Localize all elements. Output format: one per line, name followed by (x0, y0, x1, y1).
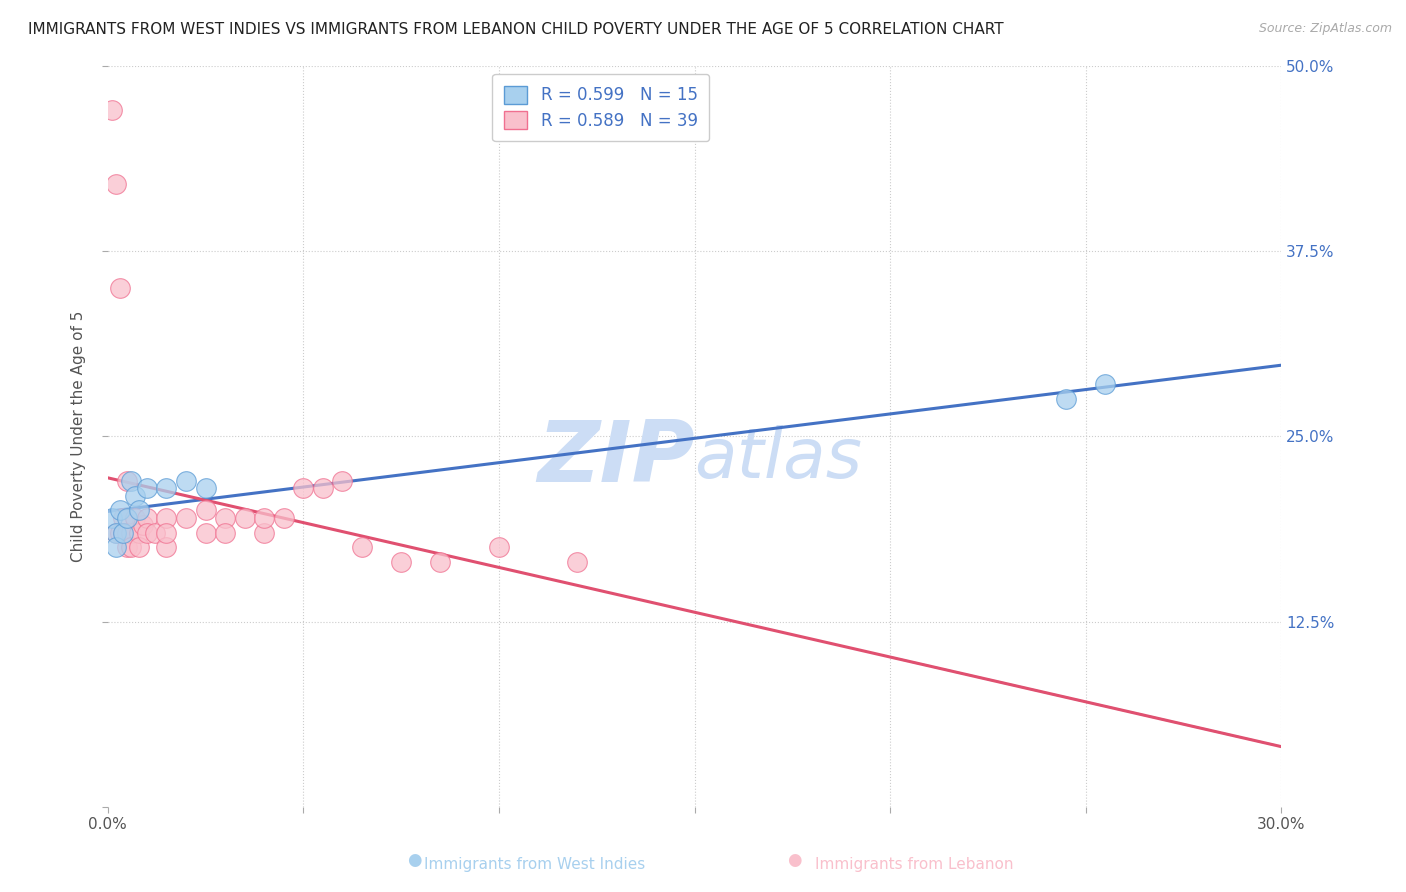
Text: Immigrants from Lebanon: Immigrants from Lebanon (814, 857, 1014, 872)
Point (273, 511, 295, 525)
Point (100, 103, 122, 117)
Point (120, 541, 142, 555)
Text: IMMIGRANTS FROM WEST INDIES VS IMMIGRANTS FROM LEBANON CHILD POVERTY UNDER THE A: IMMIGRANTS FROM WEST INDIES VS IMMIGRANT… (28, 22, 1004, 37)
Point (104, 541, 127, 555)
Point (174, 511, 197, 525)
Point (124, 489, 146, 503)
Point (117, 541, 139, 555)
Text: ●: ● (408, 851, 422, 869)
Point (488, 541, 510, 555)
Point (292, 481, 315, 495)
Point (135, 511, 157, 525)
Point (112, 511, 135, 525)
Point (143, 525, 166, 540)
Point (112, 525, 135, 540)
Point (429, 555, 451, 569)
Text: Immigrants from West Indies: Immigrants from West Indies (423, 857, 645, 872)
Point (1094, 377, 1116, 392)
Point (312, 481, 335, 495)
Point (352, 541, 374, 555)
Point (155, 481, 177, 495)
Point (120, 525, 142, 540)
Point (194, 503, 217, 517)
Point (253, 525, 276, 540)
Point (117, 474, 139, 488)
Point (155, 541, 177, 555)
Point (1054, 392, 1077, 407)
Point (108, 503, 131, 517)
Point (233, 511, 256, 525)
Point (104, 525, 127, 540)
Y-axis label: Child Poverty Under the Age of 5: Child Poverty Under the Age of 5 (72, 310, 86, 562)
Point (112, 525, 135, 540)
Point (194, 525, 217, 540)
Text: ZIP: ZIP (537, 417, 695, 500)
Text: Source: ZipAtlas.com: Source: ZipAtlas.com (1258, 22, 1392, 36)
Point (100, 511, 122, 525)
Text: atlas: atlas (695, 425, 863, 492)
Point (108, 525, 131, 540)
Point (214, 511, 236, 525)
Legend: R = 0.599   N = 15, R = 0.589   N = 39: R = 0.599 N = 15, R = 0.589 N = 39 (492, 74, 709, 141)
Point (155, 525, 177, 540)
Point (135, 481, 157, 495)
Point (253, 511, 276, 525)
Point (120, 474, 142, 488)
Point (194, 481, 217, 495)
Point (117, 525, 139, 540)
Point (117, 511, 139, 525)
Point (135, 525, 157, 540)
Point (567, 555, 589, 569)
Point (214, 525, 236, 540)
Point (155, 511, 177, 525)
Point (332, 474, 354, 488)
Point (128, 541, 150, 555)
Point (108, 281, 131, 295)
Point (174, 474, 197, 488)
Text: ●: ● (787, 851, 801, 869)
Point (124, 511, 146, 525)
Point (128, 503, 150, 517)
Point (132, 518, 155, 533)
Point (128, 525, 150, 540)
Point (104, 525, 127, 540)
Point (389, 555, 412, 569)
Point (104, 178, 127, 192)
